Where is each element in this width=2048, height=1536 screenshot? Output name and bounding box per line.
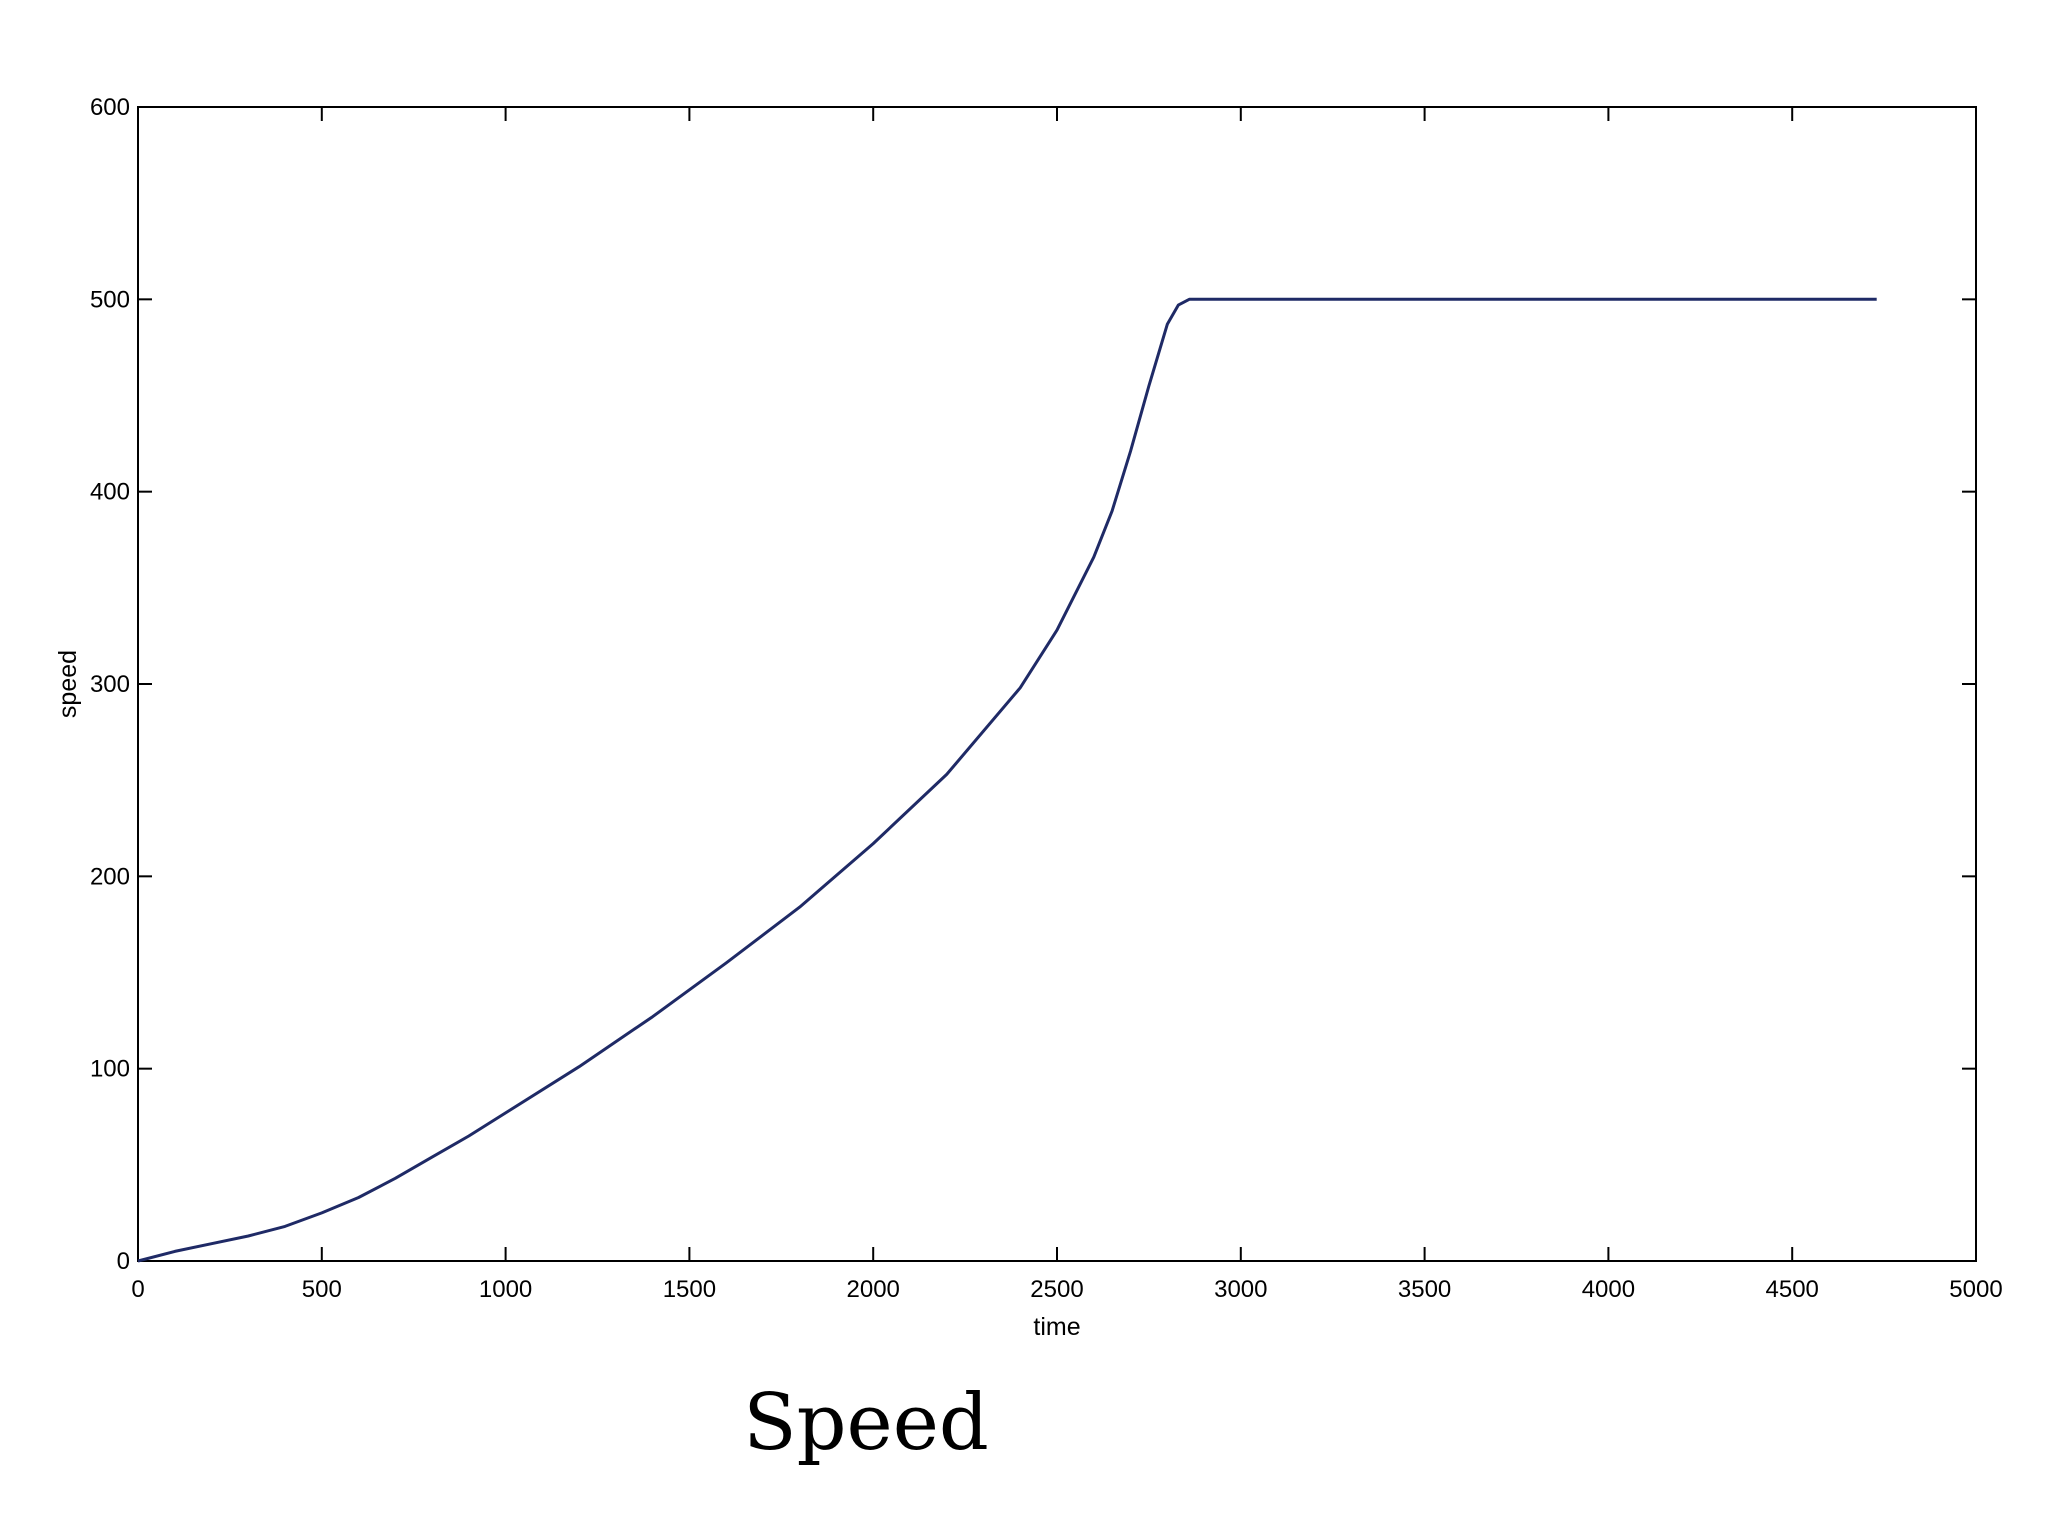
x-tick-label-7: 3500 — [1398, 1276, 1451, 1303]
y-tick-label-0: 0 — [117, 1248, 130, 1275]
y-tick-label-1: 100 — [90, 1056, 130, 1083]
plot-area: 0 500 1000 1500 2000 2500 3000 3500 4000 4500 5000… — [90, 94, 2003, 1303]
x-tick-label-6: 3000 — [1214, 1276, 1267, 1303]
x-tick-label-8: 4000 — [1582, 1276, 1635, 1303]
y-tick-label-5: 500 — [90, 286, 130, 313]
x-tick-label-0: 0 — [131, 1276, 144, 1303]
y-axis-label: speed — [54, 650, 82, 718]
axes-frame — [137, 106, 1977, 1262]
y-tick-label-2: 200 — [90, 863, 130, 890]
series-line-0 — [137, 297, 1877, 1263]
x-tick-label-4: 2000 — [847, 1276, 900, 1303]
x-tick-label-9: 4500 — [1766, 1276, 1819, 1303]
figure-caption: Speed — [743, 1378, 989, 1468]
x-tick-label-1: 500 — [302, 1276, 342, 1303]
x-tick-label-3: 1500 — [663, 1276, 716, 1303]
y-tick-label-4: 400 — [90, 479, 130, 506]
x-axis-label: time — [1033, 1313, 1080, 1341]
x-tick-label-2: 1000 — [479, 1276, 532, 1303]
x-tick-label-10: 5000 — [1949, 1276, 2002, 1303]
y-tick-label-6: 600 — [90, 94, 130, 121]
y-tick-label-3: 300 — [90, 671, 130, 698]
x-tick-label-5: 2500 — [1030, 1276, 1083, 1303]
